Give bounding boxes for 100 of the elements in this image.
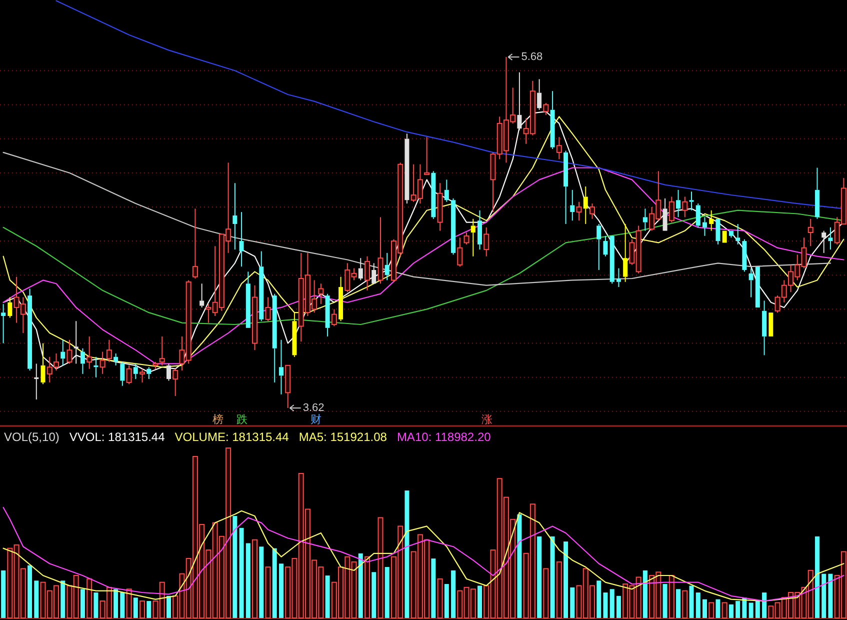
bar: [372, 572, 376, 618]
bar: [537, 536, 542, 618]
bar: [1, 570, 6, 618]
candlestick: [689, 191, 694, 211]
candlestick: [384, 252, 390, 281]
candlestick: [623, 223, 628, 282]
candlestick: [133, 363, 138, 380]
candlestick: [477, 210, 482, 250]
bar: [126, 588, 132, 618]
bar: [742, 598, 747, 618]
bar: [444, 584, 449, 618]
bar: [451, 570, 456, 618]
candlestick: [404, 133, 410, 204]
bar: [146, 601, 152, 618]
candlestick: [470, 218, 476, 257]
bar: [358, 553, 363, 618]
bar: [564, 542, 568, 618]
candlestick: [1, 304, 6, 344]
bar: [668, 575, 674, 618]
candlestick: [762, 300, 767, 356]
bar: [814, 536, 820, 618]
bar: [736, 601, 740, 618]
annotation: 3.62: [302, 402, 324, 414]
candlestick: [239, 212, 244, 268]
candlestick: [114, 352, 118, 366]
candlestick: [444, 179, 449, 202]
candlestick: [564, 150, 568, 224]
candlestick: [292, 312, 297, 358]
bar: [94, 592, 98, 618]
bar: [259, 546, 264, 618]
bar: [828, 574, 833, 618]
candlestick: [100, 351, 106, 374]
candlestick: [709, 210, 714, 232]
bar: [596, 580, 602, 618]
candlestick: [80, 348, 85, 374]
bar: [384, 567, 390, 618]
candlestick: [676, 189, 681, 218]
candlestick: [60, 339, 66, 366]
candlestick: [364, 256, 370, 291]
text: MA5: 151921.08: [298, 430, 388, 444]
bar: [517, 514, 522, 618]
candlestick: [278, 339, 284, 395]
bar: [716, 599, 720, 618]
candlestick: [616, 268, 621, 288]
candlestick: [583, 186, 588, 224]
candlestick: [642, 208, 648, 232]
candlestick: [437, 182, 443, 232]
candlestick: [702, 216, 707, 236]
bar: [364, 556, 370, 618]
bar: [755, 601, 760, 618]
candlestick: [517, 72, 522, 131]
bar: [239, 528, 244, 618]
text: 跌: [236, 413, 248, 426]
bar: [140, 600, 146, 618]
bar: [166, 596, 171, 618]
bar: [616, 596, 621, 618]
bar: [265, 566, 271, 618]
candlestick: [86, 336, 92, 370]
bar: [86, 578, 92, 618]
bar: [550, 536, 555, 618]
bar: [728, 604, 734, 618]
bar: [702, 599, 707, 618]
bar: [477, 586, 482, 618]
bar: [34, 580, 39, 618]
bar: [378, 517, 384, 618]
text: 财: [310, 413, 322, 426]
bar: [570, 587, 575, 618]
bar: [556, 561, 562, 618]
candlestick: [318, 283, 324, 305]
bar: [708, 602, 714, 618]
bar: [762, 592, 767, 618]
candlestick: [576, 201, 582, 222]
text: 榜: [212, 413, 224, 426]
candlestick: [431, 170, 436, 220]
bar: [232, 516, 238, 618]
bar: [325, 576, 330, 618]
candlestick: [570, 189, 575, 222]
bar: [28, 565, 32, 618]
bar: [610, 589, 614, 618]
text: 涨: [482, 413, 492, 426]
bar: [437, 578, 443, 618]
candlestick: [603, 235, 608, 257]
bar: [431, 558, 436, 618]
bar: [696, 592, 700, 618]
bar: [60, 580, 66, 618]
bar: [80, 589, 85, 618]
bar: [689, 586, 694, 618]
bar: [822, 574, 826, 618]
bar: [642, 570, 648, 618]
bar: [272, 548, 277, 618]
candlestick: [74, 320, 78, 364]
candlestick: [814, 167, 820, 220]
chart-title: VOL(5,10): [4, 430, 60, 444]
candlestick: [537, 78, 542, 110]
bar: [404, 490, 410, 618]
bar: [722, 602, 728, 618]
bar: [662, 584, 668, 618]
annotation: 5.68: [521, 51, 543, 63]
bar: [543, 568, 549, 618]
candlestick: [748, 268, 754, 298]
